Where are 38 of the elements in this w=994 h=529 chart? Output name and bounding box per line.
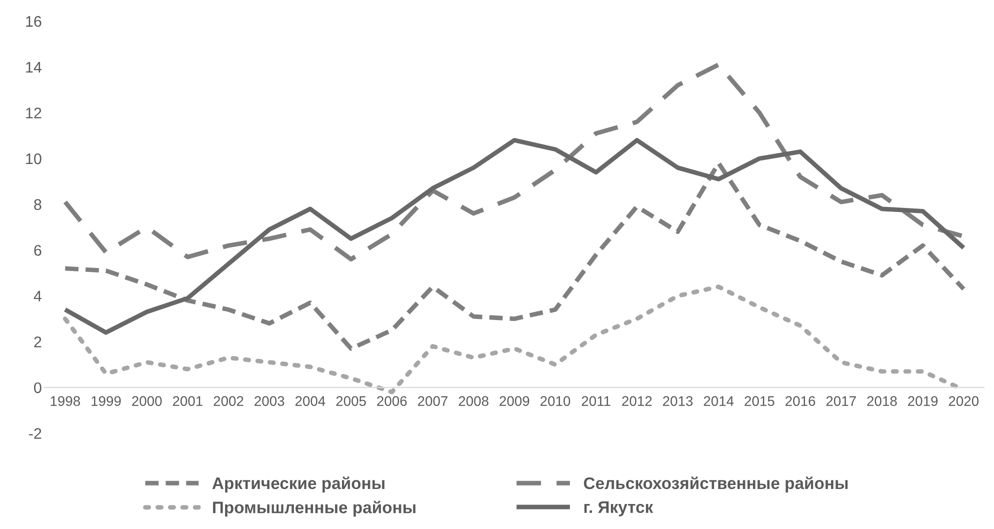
x-tick-label: 2018: [867, 396, 897, 406]
x-tick-label: 1999: [92, 396, 121, 406]
x-tick-label: 2017: [826, 396, 856, 406]
line-series: [62, 138, 966, 335]
x-tick-label: 2007: [418, 396, 448, 406]
y-tick-label: 14: [26, 62, 42, 72]
legend-label: Сельскохозяйственные районы: [584, 476, 848, 492]
legend-label: Арктические районы: [212, 476, 384, 492]
x-tick-label: 2020: [948, 396, 979, 406]
y-tick-label: 10: [26, 153, 42, 164]
y-tick-label: 6: [34, 244, 42, 256]
y-tick-label: 16: [26, 16, 42, 27]
x-tick-label: 2012: [622, 396, 652, 406]
x-tick-label: 2019: [908, 396, 938, 406]
y-tick-label: 8: [34, 199, 42, 210]
x-tick-label: 2000: [132, 396, 162, 406]
x-tick-label: 2011: [582, 396, 610, 406]
x-tick-label: 2010: [540, 396, 570, 406]
y-tick-label: 4: [34, 290, 42, 302]
x-tick-label: 2002: [214, 396, 244, 406]
x-tick-label: 2016: [786, 396, 816, 406]
x-tick-label: 2004: [295, 396, 326, 406]
x-tick-label: 2015: [744, 396, 774, 406]
y-tick-label: -2: [29, 428, 42, 439]
x-tick-label: 2008: [458, 396, 488, 406]
x-tick-label: 2005: [336, 396, 366, 406]
y-tick-label: 12: [26, 108, 42, 118]
y-tick-label: 2: [34, 336, 42, 348]
y-tick-label: 0: [34, 382, 42, 394]
x-tick-label: 2006: [377, 396, 407, 406]
x-tick-label: 2003: [254, 396, 284, 406]
legend-label: г. Якутск: [584, 501, 654, 516]
x-tick-label: 2009: [500, 396, 530, 406]
x-tick-label: 2013: [663, 396, 693, 406]
legend-label: Промышленные районы: [213, 500, 416, 517]
x-tick-label: 2014: [704, 396, 734, 406]
x-tick-label: 2001: [172, 396, 202, 406]
x-tick-label: 1998: [50, 396, 80, 406]
